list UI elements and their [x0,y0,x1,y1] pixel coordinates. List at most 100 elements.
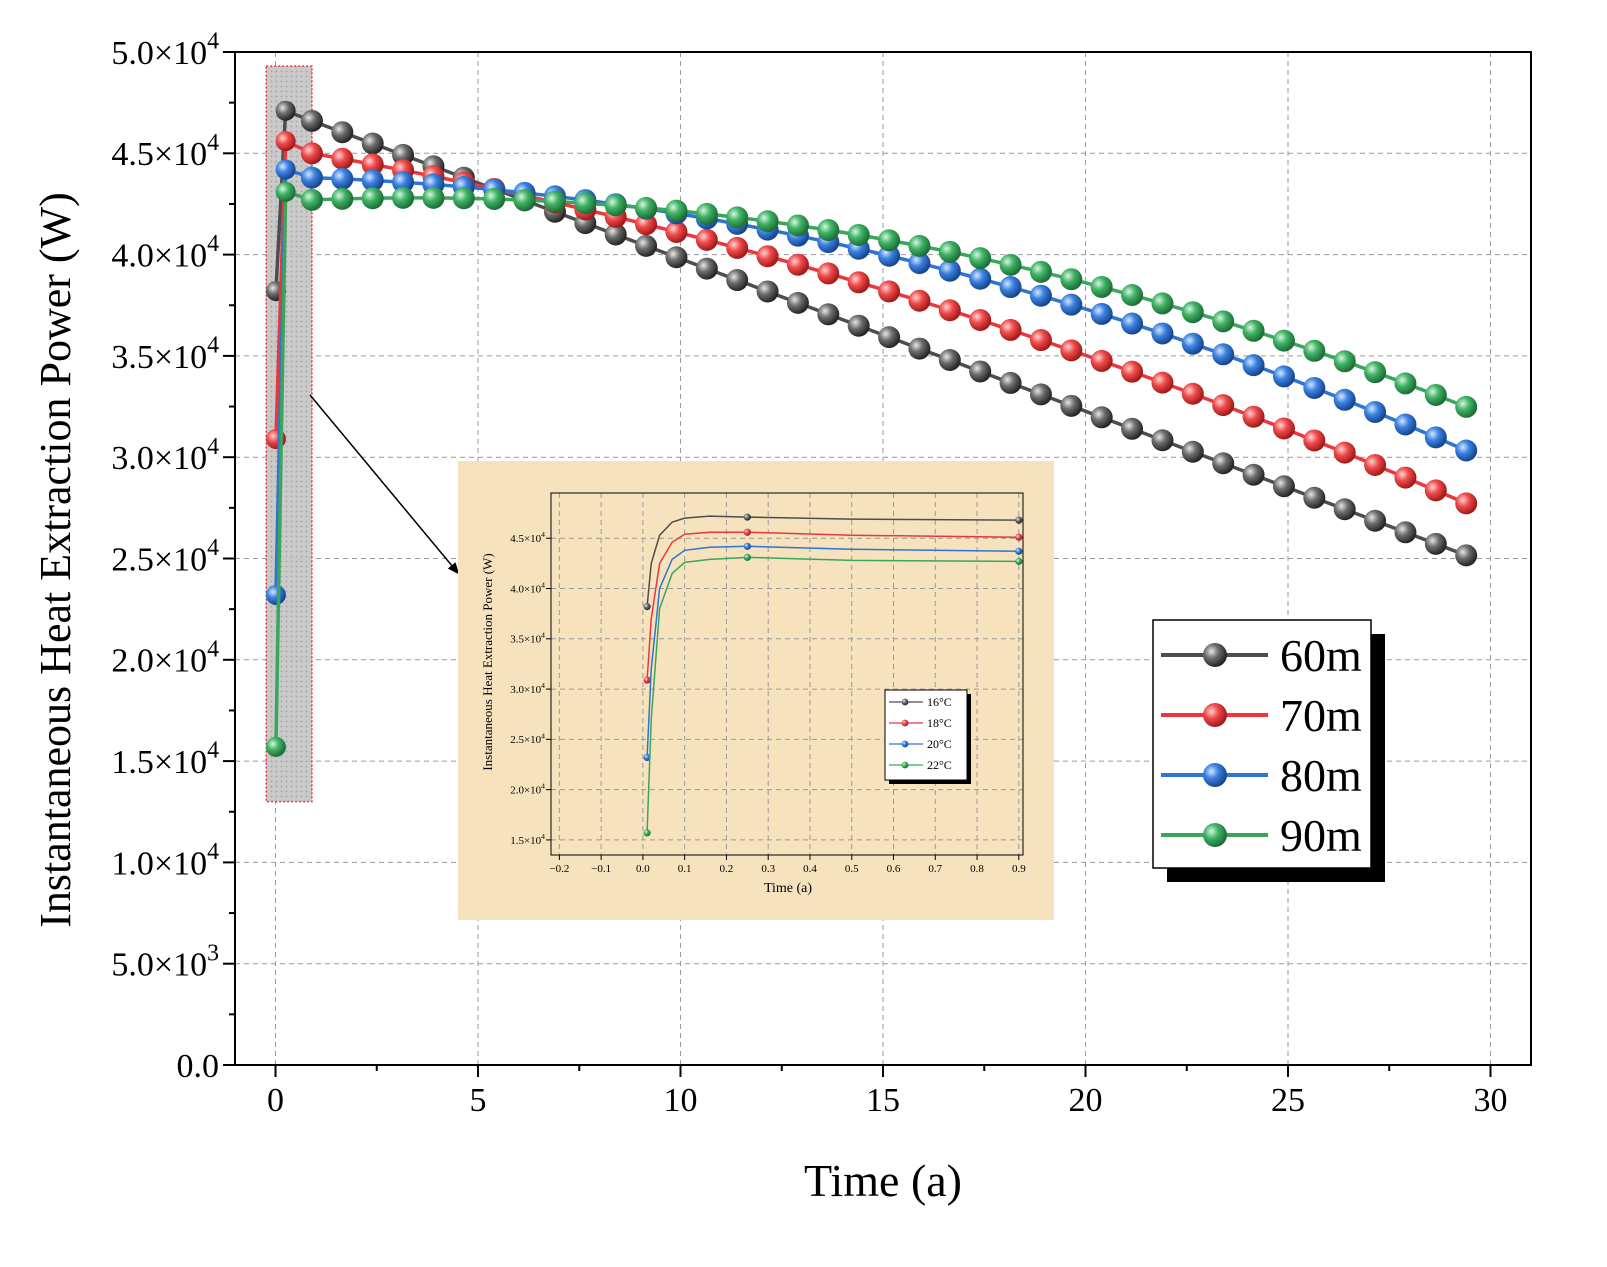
data-point [1455,439,1478,462]
y-tick-label-base: 1.5×10 [510,835,541,847]
data-point [878,229,901,252]
main-axes: 0 5 10 15 20 25 300.05.0×1031.0×1041.5×1042.0×… [111,29,1532,1119]
inset-legend-marker [901,740,909,748]
data-point [695,257,718,280]
y-tick-label-base: 1.0×10 [111,845,207,882]
data-point [969,360,992,383]
y-tick-label: 3.5×104 [111,333,219,376]
data-point [1090,302,1113,325]
data-point [1212,452,1235,475]
data-point [665,199,688,222]
data-point [265,584,286,605]
inset-legend-label: 18°C [927,716,952,730]
data-point [1212,394,1235,417]
inset-data-point [643,676,651,684]
data-point [604,223,627,246]
data-point [331,147,354,170]
y-tick-label-exponent: 4 [207,130,219,156]
y-tick-label-base: 3.0×10 [111,440,207,477]
x-tick-label: 5 [470,1082,487,1119]
data-point [265,736,286,757]
inset-axes: −0.2 −0.1 0.0 0.1 0.2 0.3 0.4 0.5 0.6 0.7 0.8 0.9 1.… [510,492,1026,875]
data-point [756,280,779,303]
data-point [1181,301,1204,324]
y-tick-label: 2.0×104 [111,636,219,679]
data-point [1303,339,1326,362]
inset-series-16°C [643,513,1023,611]
y-tick-label-exponent: 4 [541,631,545,640]
data-point [847,223,870,246]
y-tick-label-base: 2.0×10 [510,784,541,796]
data-point [604,194,627,217]
y-tick-label: 4.0×104 [510,580,545,595]
y-tick-label-base: 2.5×10 [510,734,541,746]
legend-item-90m: 90m [1161,810,1362,861]
y-tick-label-base: 5.0×10 [111,35,207,72]
data-point [422,186,445,209]
y-tick-label-exponent: 4 [541,731,545,740]
legend-item-60m: 60m [1161,630,1362,681]
data-point [1424,532,1447,555]
inset-data-point [1015,547,1023,555]
data-point [938,259,961,282]
data-point [361,153,384,176]
data-point [1151,292,1174,315]
inset-data-point [643,603,651,611]
data-point [1029,284,1052,307]
data-point [361,132,384,155]
data-point [1121,360,1144,383]
y-tick-label-exponent: 4 [207,29,219,55]
legend-marker [1203,643,1227,667]
data-point [999,318,1022,341]
data-point [635,196,658,219]
data-point [1181,332,1204,355]
data-point [999,253,1022,276]
inset-legend-item: 22°C [889,758,952,772]
inset-legend-item: 20°C [889,737,952,751]
data-point [695,228,718,251]
y-tick-label-exponent: 4 [207,231,219,257]
y-tick-label: 4.0×104 [111,231,219,274]
data-point [483,187,506,210]
data-point [361,169,384,192]
inset-data-point [643,753,651,762]
data-point [817,262,840,285]
inset-data-point [643,829,651,837]
inset-chart: −0.2 −0.1 0.0 0.1 0.2 0.3 0.4 0.5 0.6 0.7 0.8 0.9 1.… [458,461,1054,920]
series-90m [265,181,1478,757]
data-point [817,219,840,242]
x-tick-label: 0.1 [678,863,692,875]
data-point [1121,417,1144,440]
inset-series-20°C [643,542,1023,762]
inset-data-point [743,513,751,521]
data-point [1121,312,1144,335]
data-point [1242,405,1265,428]
data-point [756,210,779,233]
inset-legend-label: 16°C [927,695,952,709]
data-point [1212,310,1235,333]
data-point [1090,349,1113,372]
y-tick-label: 1.5×104 [111,738,219,781]
data-point [908,337,931,360]
inset-y-axis-title: Instantaneous Heat Extraction Power (W) [480,553,495,770]
data-point [1364,400,1387,423]
data-point [574,192,597,215]
data-point [938,299,961,322]
data-point [1394,372,1417,395]
data-point [665,220,688,243]
data-point [969,247,992,270]
y-tick-label: 5.0×103 [111,940,219,983]
data-point [1333,498,1356,521]
data-point [392,143,415,166]
data-point [1303,429,1326,452]
y-tick-label: 0.0 [177,1048,220,1085]
data-point [361,187,384,210]
y-tick-label-exponent: 4 [541,530,545,539]
data-point [1181,440,1204,463]
y-tick-label-base: 0.0 [177,1048,220,1085]
inset-legend-box [884,689,968,781]
inset-legend-item: 18°C [889,716,952,730]
data-point [1090,275,1113,298]
plot-frame [550,492,1024,856]
data-point [1151,371,1174,394]
